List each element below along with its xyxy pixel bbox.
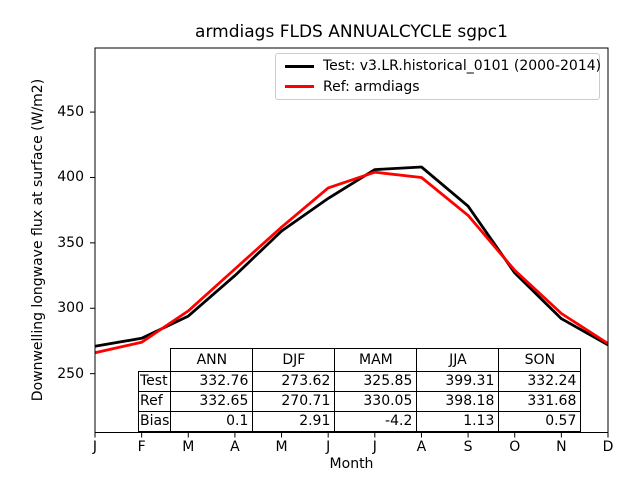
x-tick-label: D <box>602 439 614 455</box>
stats-value-cell: 398.18 <box>416 391 500 412</box>
x-tick-label: N <box>556 439 567 455</box>
x-tick-label: O <box>509 439 521 455</box>
stats-table: ANN DJF MAM JJA SON Test 332.76 273.62 325.85 399… <box>137 348 582 432</box>
stats-value-cell: 0.1 <box>170 411 254 432</box>
x-tick-label: S <box>463 439 473 455</box>
stats-row-bias: Bias 0.1 2.91 -4.2 1.13 0.57 <box>137 411 582 432</box>
test-line-swatch <box>285 64 314 68</box>
chart-title: armdiags FLDS ANNUALCYCLE sgpc1 <box>195 22 508 42</box>
stats-row-label: Test <box>137 371 172 392</box>
y-tick-label: 250 <box>57 365 84 382</box>
axes-frame <box>94 47 609 433</box>
stats-column-header: DJF <box>252 348 336 372</box>
stats-column-header: MAM <box>334 348 418 372</box>
stats-row-label: Ref <box>137 391 172 412</box>
legend: Test: v3.LR.historical_0101 (2000-2014) … <box>275 53 602 100</box>
stats-column-header: JJA <box>416 348 500 372</box>
stats-header-row: ANN DJF MAM JJA SON <box>139 348 582 372</box>
x-axis-label: Month <box>329 456 374 472</box>
series-line-ref <box>94 170 609 355</box>
x-tick-label: J <box>92 439 98 455</box>
stats-row-label: Bias <box>137 411 172 432</box>
series-line-test <box>94 165 609 348</box>
x-tick-label: M <box>275 439 288 455</box>
stats-value-cell: 273.62 <box>252 371 336 392</box>
legend-label-ref: Ref: armdiags <box>323 78 420 95</box>
x-tick-label: J <box>326 439 331 455</box>
y-tick-label: 450 <box>57 104 84 121</box>
stats-column-header: ANN <box>170 348 254 372</box>
x-tick-label: M <box>182 439 195 455</box>
legend-item-ref: Ref: armdiags <box>285 79 599 95</box>
stats-row-ref: Ref 332.65 270.71 330.05 398.18 331.68 <box>137 391 582 412</box>
x-tick-label: A <box>230 439 240 455</box>
ref-line-swatch <box>285 85 314 89</box>
stats-column-header: SON <box>498 348 582 372</box>
stats-value-cell: 1.13 <box>416 411 500 432</box>
stats-value-cell: -4.2 <box>334 411 418 432</box>
stats-value-cell: 2.91 <box>252 411 336 432</box>
stats-value-cell: 332.65 <box>170 391 254 412</box>
stats-value-cell: 270.71 <box>252 391 336 412</box>
stats-value-cell: 0.57 <box>498 411 582 432</box>
x-tick-label: A <box>416 439 427 455</box>
legend-item-test: Test: v3.LR.historical_0101 (2000-2014) <box>285 58 602 75</box>
stats-value-cell: 331.68 <box>498 391 582 412</box>
stats-value-cell: 332.24 <box>498 371 582 392</box>
x-tick-label: J <box>372 439 377 455</box>
stats-value-cell: 332.76 <box>170 371 254 392</box>
stats-row-test: Test 332.76 273.62 325.85 399.31 332.24 <box>137 371 582 392</box>
stats-value-cell: 325.85 <box>334 371 418 392</box>
legend-label-test: Test: v3.LR.historical_0101 (2000-2014) <box>323 58 602 75</box>
y-tick-label: 400 <box>57 169 84 186</box>
stats-value-cell: 399.31 <box>416 371 500 392</box>
stats-corner-cell <box>139 349 171 372</box>
x-tick-label: F <box>137 439 146 455</box>
y-tick-label: 300 <box>57 300 84 317</box>
stats-value-cell: 330.05 <box>334 391 418 412</box>
y-tick-label: 350 <box>57 234 84 251</box>
